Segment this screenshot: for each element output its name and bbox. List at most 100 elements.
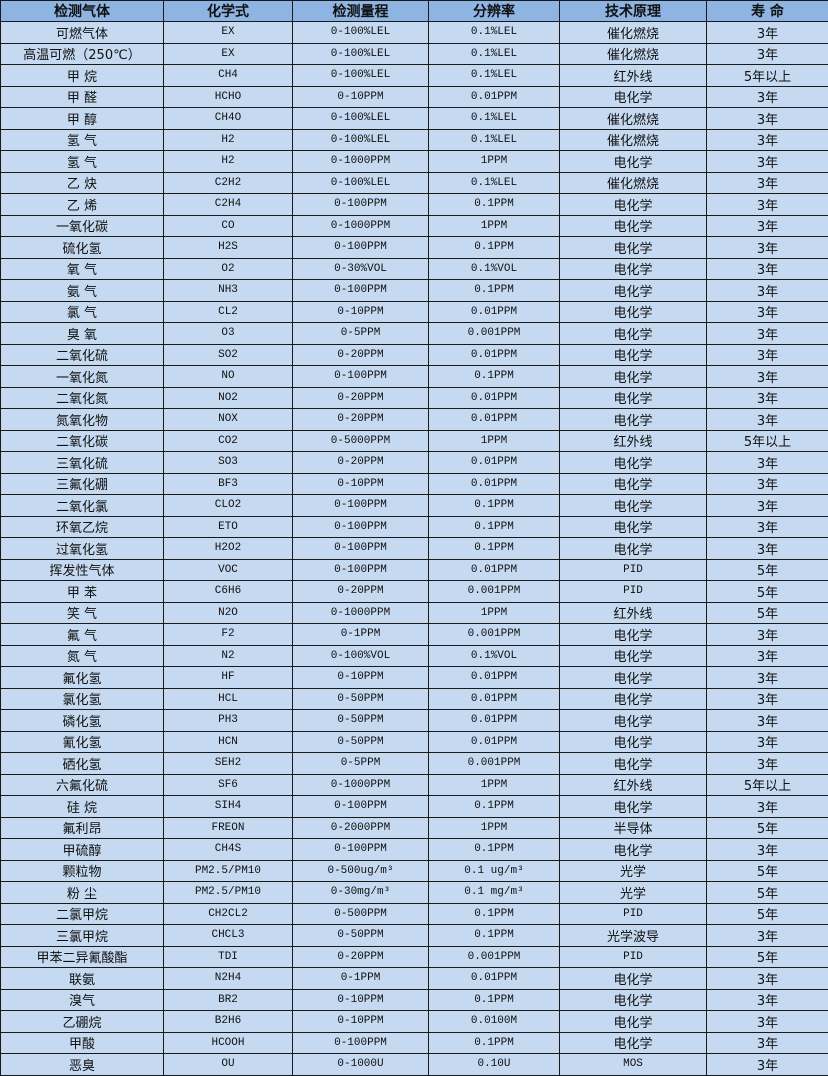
gas-cell: 过氧化氢	[1, 538, 164, 560]
range-cell: 0-1000PPM	[293, 215, 429, 237]
range-cell: 0-1000PPM	[293, 774, 429, 796]
formula-cell: NO	[164, 366, 293, 388]
formula-cell: ETO	[164, 516, 293, 538]
range-cell: 0-100PPM	[293, 1032, 429, 1054]
principle-cell: 催化燃烧	[560, 22, 707, 44]
formula-cell: CL2	[164, 301, 293, 323]
resolution-cell: 0.0100M	[429, 1011, 560, 1033]
range-cell: 0-500ug/m³	[293, 860, 429, 882]
lifetime-cell: 5年	[707, 817, 828, 839]
formula-cell: PH3	[164, 710, 293, 732]
principle-cell: 电化学	[560, 753, 707, 775]
lifetime-cell: 3年	[707, 796, 828, 818]
lifetime-cell: 3年	[707, 301, 828, 323]
formula-cell: EX	[164, 22, 293, 44]
principle-cell: 电化学	[560, 151, 707, 173]
principle-cell: PID	[560, 581, 707, 603]
formula-cell: HF	[164, 667, 293, 689]
lifetime-cell: 3年	[707, 645, 828, 667]
formula-cell: C2H2	[164, 172, 293, 194]
header-principle: 技术原理	[560, 1, 707, 22]
formula-cell: FREON	[164, 817, 293, 839]
lifetime-cell: 3年	[707, 710, 828, 732]
lifetime-cell: 3年	[707, 473, 828, 495]
lifetime-cell: 3年	[707, 495, 828, 517]
lifetime-cell: 3年	[707, 1032, 828, 1054]
range-cell: 0-5PPM	[293, 753, 429, 775]
range-cell: 0-1000U	[293, 1054, 429, 1076]
resolution-cell: 0.1%VOL	[429, 258, 560, 280]
resolution-cell: 0.01PPM	[429, 731, 560, 753]
lifetime-cell: 3年	[707, 172, 828, 194]
lifetime-cell: 3年	[707, 968, 828, 990]
principle-cell: 电化学	[560, 194, 707, 216]
resolution-cell: 0.001PPM	[429, 624, 560, 646]
resolution-cell: 0.10U	[429, 1054, 560, 1076]
range-cell: 0-10PPM	[293, 301, 429, 323]
formula-cell: PM2.5/PM10	[164, 882, 293, 904]
resolution-cell: 0.01PPM	[429, 301, 560, 323]
resolution-cell: 0.1PPM	[429, 516, 560, 538]
principle-cell: PID	[560, 903, 707, 925]
principle-cell: 电化学	[560, 495, 707, 517]
range-cell: 0-100PPM	[293, 839, 429, 861]
gas-cell: 颗粒物	[1, 860, 164, 882]
gas-cell: 甲酸	[1, 1032, 164, 1054]
gas-cell: 氯 气	[1, 301, 164, 323]
range-cell: 0-100PPM	[293, 796, 429, 818]
gas-cell: 粉 尘	[1, 882, 164, 904]
resolution-cell: 0.1PPM	[429, 1032, 560, 1054]
principle-cell: 电化学	[560, 258, 707, 280]
range-cell: 0-100%LEL	[293, 22, 429, 44]
lifetime-cell: 3年	[707, 129, 828, 151]
resolution-cell: 0.1%LEL	[429, 108, 560, 130]
range-cell: 0-50PPM	[293, 688, 429, 710]
lifetime-cell: 5年	[707, 903, 828, 925]
resolution-cell: 0.1%LEL	[429, 129, 560, 151]
principle-cell: 电化学	[560, 731, 707, 753]
formula-cell: NH3	[164, 280, 293, 302]
formula-cell: N2H4	[164, 968, 293, 990]
lifetime-cell: 3年	[707, 22, 828, 44]
range-cell: 0-100%LEL	[293, 43, 429, 65]
formula-cell: OU	[164, 1054, 293, 1076]
gas-cell: 乙 炔	[1, 172, 164, 194]
formula-cell: O3	[164, 323, 293, 345]
formula-cell: SEH2	[164, 753, 293, 775]
lifetime-cell: 3年	[707, 753, 828, 775]
resolution-cell: 0.1PPM	[429, 280, 560, 302]
resolution-cell: 0.01PPM	[429, 688, 560, 710]
formula-cell: O2	[164, 258, 293, 280]
principle-cell: 电化学	[560, 989, 707, 1011]
gas-cell: 乙硼烷	[1, 1011, 164, 1033]
formula-cell: CO	[164, 215, 293, 237]
gas-cell: 一氧化氮	[1, 366, 164, 388]
range-cell: 0-30mg/m³	[293, 882, 429, 904]
formula-cell: VOC	[164, 559, 293, 581]
lifetime-cell: 5年	[707, 946, 828, 968]
range-cell: 0-100PPM	[293, 366, 429, 388]
resolution-cell: 0.1%LEL	[429, 172, 560, 194]
gas-cell: 高温可燃（250℃）	[1, 43, 164, 65]
header-formula: 化学式	[164, 1, 293, 22]
resolution-cell: 0.1PPM	[429, 903, 560, 925]
range-cell: 0-1PPM	[293, 968, 429, 990]
